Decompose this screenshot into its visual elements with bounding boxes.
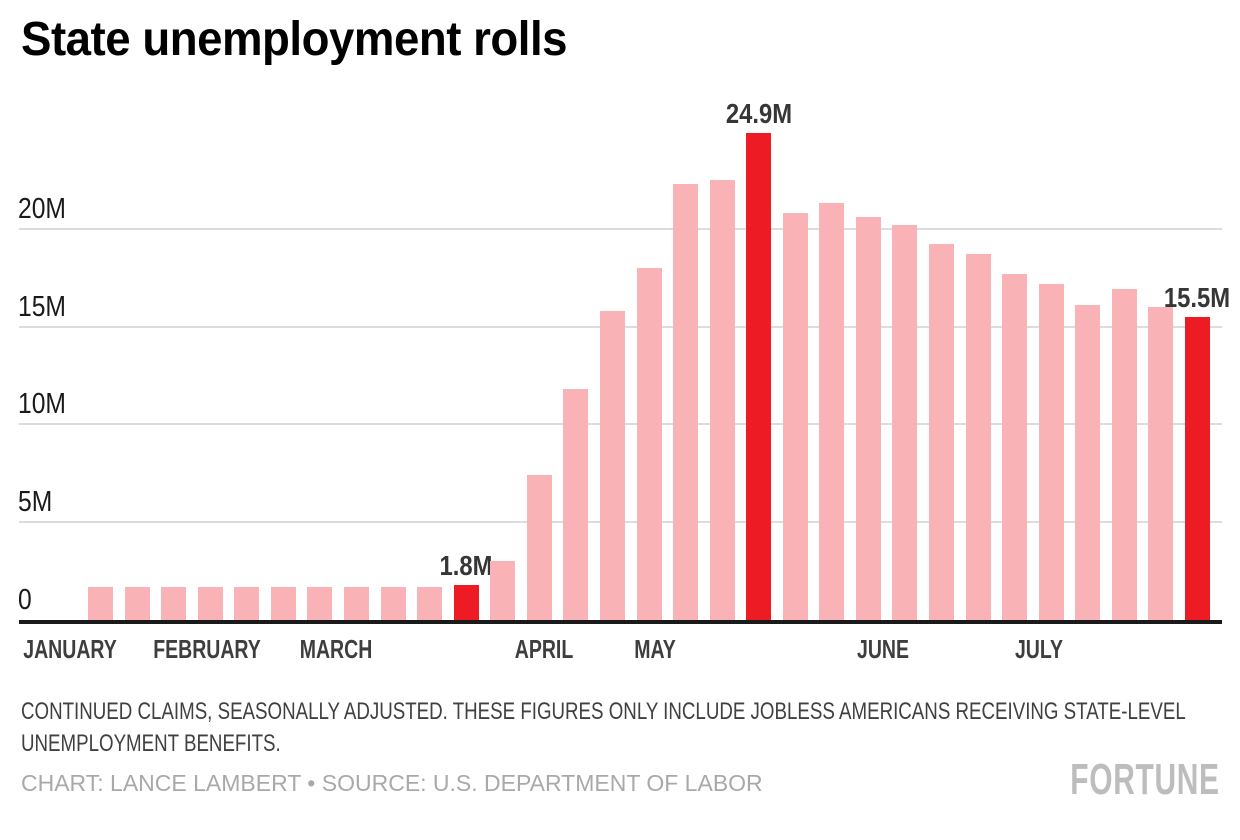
chart-note-line-1: CONTINUED CLAIMS, SEASONALLY ADJUSTED. T… <box>21 698 1186 725</box>
bar-week-17 <box>673 183 698 620</box>
bar-week-9 <box>380 586 406 620</box>
bar-week-12 <box>490 561 516 620</box>
x-axis-line <box>19 620 1222 624</box>
bar-week-15 <box>599 311 625 620</box>
unemployment-bar-chart: 0 5M 10M 15M 20M 1.8M 24.9M 15.5M JANUARY FEBRUAR… <box>18 98 1231 665</box>
bar-week-30 <box>1148 307 1174 620</box>
chart-note-line-2: UNEMPLOYMENT BENEFITS. <box>21 730 281 757</box>
chart-credit: CHART: LANCE LAMBERT • SOURCE: U.S. DEPA… <box>21 770 763 796</box>
bar-week-3 <box>161 586 187 620</box>
y-axis-label-15m: 15M <box>18 290 66 323</box>
gridline-20m <box>19 227 1222 230</box>
bar-week-5 <box>234 586 260 620</box>
bar-week-24 <box>929 244 954 620</box>
chart-title: State unemployment rolls <box>21 13 568 66</box>
bar-week-2 <box>124 586 150 620</box>
fortune-logo: FORTUNE <box>1070 755 1220 804</box>
bar-week-20 <box>782 213 808 620</box>
chart-note: CONTINUED CLAIMS, SEASONALLY ADJUSTED. T… <box>21 696 1186 760</box>
bar-week-14 <box>563 389 589 620</box>
value-label-15.5m: 15.5M <box>1164 281 1231 313</box>
bar-week-7 <box>307 586 333 620</box>
bar-week-31-highlighted <box>1184 316 1210 620</box>
bar-week-13 <box>526 475 552 620</box>
bar-week-11-highlighted <box>453 584 479 620</box>
x-axis-label-june: JUNE <box>856 634 910 664</box>
bar-week-28 <box>1075 305 1101 620</box>
y-axis-label-20m: 20M <box>18 192 66 225</box>
value-label-24.9m: 24.9M <box>725 98 792 129</box>
value-label-1.8m: 1.8M <box>439 549 493 581</box>
bar-week-26 <box>1002 273 1028 620</box>
bar-week-27 <box>1038 283 1064 620</box>
bar-week-19-highlighted <box>746 133 772 620</box>
bar-week-29 <box>1111 289 1137 620</box>
bar-week-21 <box>819 203 845 620</box>
x-axis-label-july: JULY <box>1014 634 1064 664</box>
bar-week-16 <box>636 267 662 620</box>
bar-week-4 <box>197 586 223 620</box>
y-axis-label-5m: 5M <box>18 486 53 519</box>
x-axis-label-february: FEBRUARY <box>153 634 261 664</box>
bar-week-1 <box>88 586 113 620</box>
bar-week-10 <box>417 586 443 620</box>
x-axis-label-april: APRIL <box>514 634 574 664</box>
bar-week-8 <box>344 586 369 620</box>
bar-week-18 <box>709 179 735 620</box>
bar-week-23 <box>892 224 918 620</box>
bar-week-25 <box>965 254 991 620</box>
x-axis-label-march: MARCH <box>299 634 373 664</box>
bar-week-6 <box>270 586 296 620</box>
bar-week-22 <box>855 217 881 620</box>
x-axis-label-january: JANUARY <box>23 634 117 664</box>
y-axis-label-10m: 10M <box>18 388 66 421</box>
y-axis-label-0: 0 <box>18 584 32 616</box>
x-axis-label-may: MAY <box>634 634 676 664</box>
